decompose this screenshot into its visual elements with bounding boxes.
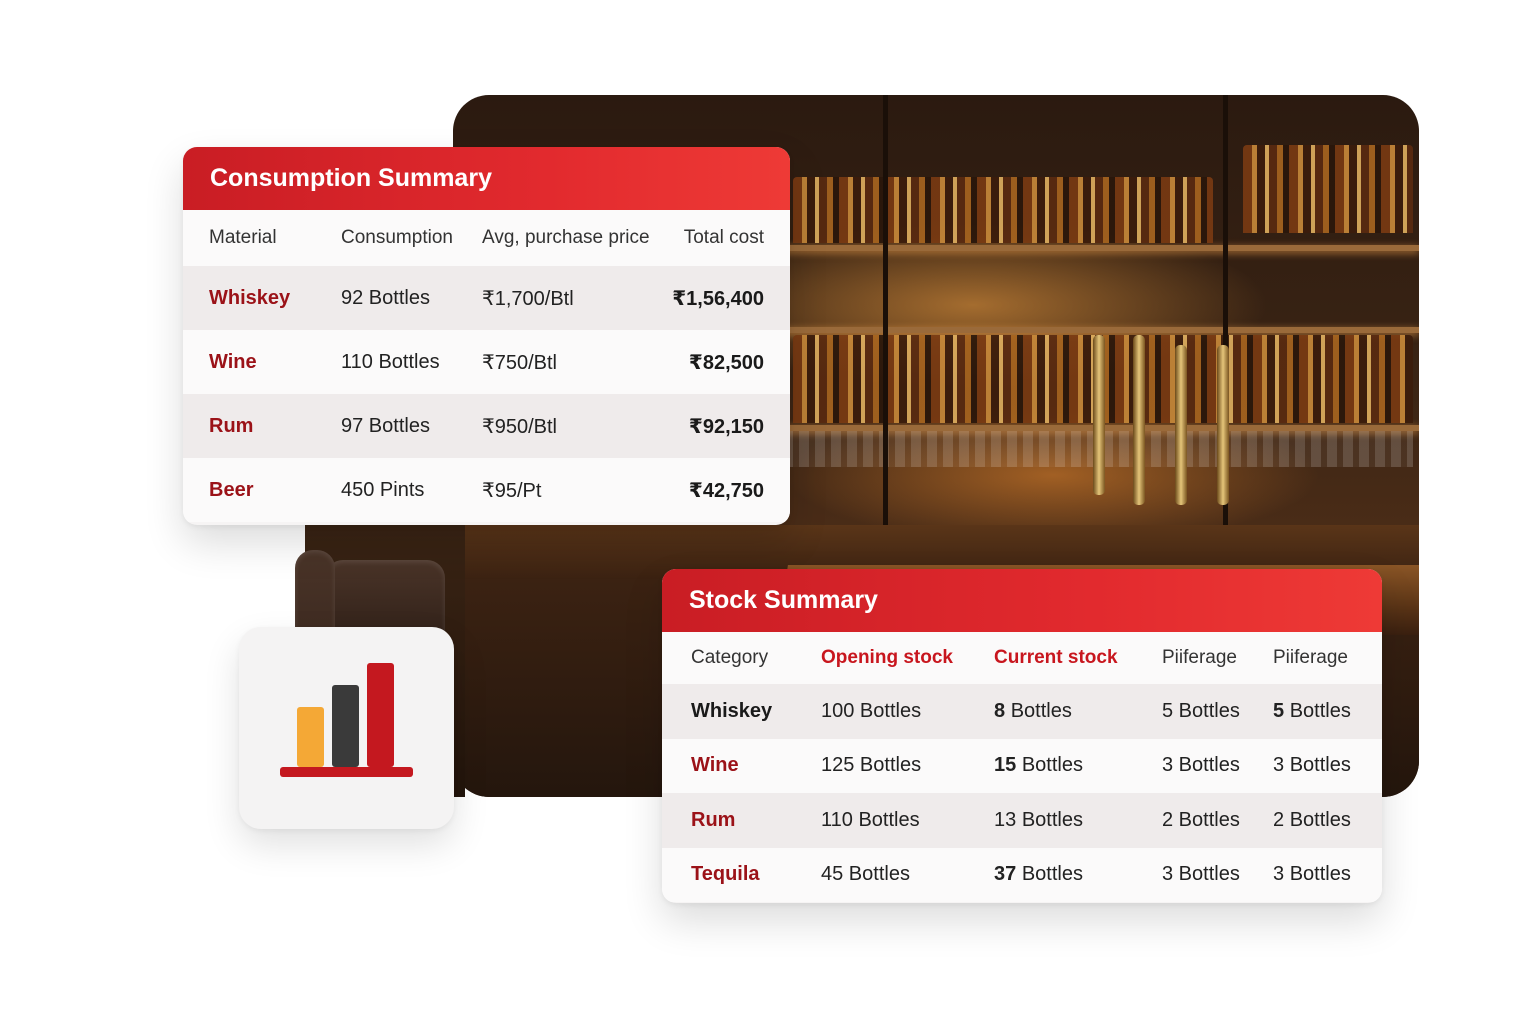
pilferage-value: 5 Bottles [1162,699,1240,722]
total-cost-value: ₹42,750 [688,479,764,502]
opening-stock-value: 100 Bottles [821,699,922,722]
opening-stock-value: 110 Bottles [821,808,920,831]
current-stock-number: 8 [994,699,1006,722]
table-row: Wine 125 Bottles 15 Bottles 3 Bottles 3 … [662,738,1382,793]
current-stock-unit: Bottles [1021,863,1083,886]
column-header-current-stock: Current stock [994,647,1118,668]
current-stock-value: 15 Bottles [994,754,1162,777]
opening-stock-value: 45 Bottles [821,863,910,886]
column-header-avg-price: Avg, purchase price [482,227,650,248]
current-stock-value: 8 Bottles [994,700,1162,723]
opening-stock-value: 125 Bottles [821,754,922,777]
column-header-pilferage-2: Piiferage [1273,647,1348,668]
pilferage-value: 2 Bottles [1162,808,1240,831]
stock-summary-title: Stock Summary [662,569,1382,632]
pilferage-2-value: 5 Bottles [1273,700,1373,723]
chart-icon-bar [297,707,324,767]
pilferage-2-unit: Bottles [1289,754,1351,777]
consumption-value: 92 Bottles [341,286,430,309]
pilferage-2-number: 3 [1273,863,1285,886]
total-cost-value: ₹82,500 [688,351,764,374]
avg-price-value: ₹750/Btl [482,351,557,374]
category-name: Rum [691,808,736,831]
material-name: Whiskey [209,286,291,309]
total-cost-value: ₹1,56,400 [672,287,764,310]
table-row: Wine 110 Bottles ₹750/Btl ₹82,500 [183,330,790,394]
column-header-total-cost: Total cost [683,227,764,248]
pilferage-2-unit: Bottles [1289,699,1351,722]
consumption-value: 97 Bottles [341,414,430,437]
table-row: Rum 97 Bottles ₹950/Btl ₹92,150 [183,394,790,458]
chart-icon-bar [367,663,394,767]
pilferage-2-unit: Bottles [1289,863,1351,886]
current-stock-number: 15 [994,754,1017,777]
material-name: Wine [209,350,257,373]
pilferage-value: 3 Bottles [1162,754,1240,777]
pilferage-2-unit: Bottles [1289,808,1351,831]
pilferage-2-value: 3 Bottles [1273,754,1373,777]
current-stock-number: 37 [994,863,1017,886]
pilferage-2-number: 2 [1273,808,1285,831]
column-header-material: Material [209,227,277,248]
column-header-opening-stock: Opening stock [821,647,953,668]
avg-price-value: ₹950/Btl [482,415,557,438]
column-header-category: Category [691,647,769,668]
chart-icon-bar [332,685,359,767]
material-name: Rum [209,414,254,437]
category-name: Tequila [691,863,760,886]
pilferage-2-value: 2 Bottles [1273,809,1373,832]
consumption-summary-card: Consumption Summary Material Consumption… [183,147,790,525]
avg-price-value: ₹1,700/Btl [482,287,574,310]
avg-price-value: ₹95/Pt [482,479,542,502]
current-stock-number: 13 [994,808,1017,831]
consumption-summary-title: Consumption Summary [183,147,790,210]
category-name: Whiskey [691,699,773,722]
column-header-pilferage: Piiferage [1162,647,1237,668]
current-stock-unit: Bottles [1021,808,1083,831]
current-stock-value: 37 Bottles [994,863,1162,886]
material-name: Beer [209,478,254,501]
column-header-consumption: Consumption [341,227,453,248]
chart-icon-base [280,767,413,777]
table-row: Tequila 45 Bottles 37 Bottles 3 Bottles … [662,847,1382,902]
bar-chart-icon [239,627,454,829]
stock-table-header: Category Opening stock Current stock Pii… [662,632,1382,684]
table-row: Rum 110 Bottles 13 Bottles 2 Bottles 2 B… [662,793,1382,848]
current-stock-unit: Bottles [1021,754,1083,777]
current-stock-value: 13 Bottles [994,809,1162,832]
consumption-value: 110 Bottles [341,350,440,373]
consumption-table-header: Material Consumption Avg, purchase price… [183,210,790,266]
table-row: Beer 450 Pints ₹95/Pt ₹42,750 [183,458,790,522]
pilferage-2-number: 3 [1273,754,1285,777]
table-row: Whiskey 100 Bottles 8 Bottles 5 Bottles … [662,684,1382,739]
consumption-value: 450 Pints [341,478,425,501]
category-name: Wine [691,754,739,777]
pilferage-2-number: 5 [1273,699,1285,722]
current-stock-unit: Bottles [1010,699,1072,722]
pilferage-2-value: 3 Bottles [1273,863,1373,886]
pilferage-value: 3 Bottles [1162,863,1240,886]
total-cost-value: ₹92,150 [688,415,764,438]
stock-summary-card: Stock Summary Category Opening stock Cur… [662,569,1382,903]
table-row: Whiskey 92 Bottles ₹1,700/Btl ₹1,56,400 [183,266,790,330]
